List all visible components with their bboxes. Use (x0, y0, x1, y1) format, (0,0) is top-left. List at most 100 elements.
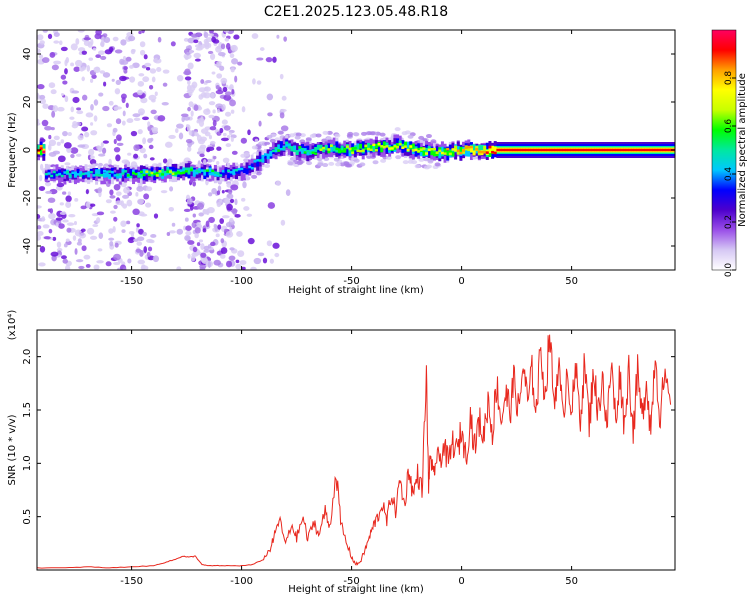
heatmap-ridge-cell (306, 149, 310, 153)
heatmap-ridge-cell (158, 170, 162, 173)
snr-frame (36, 329, 676, 571)
heatmap-noise-cell (335, 162, 342, 167)
heatmap-noise-cell (95, 217, 101, 224)
heatmap-noise-cell (37, 225, 42, 230)
heatmap-noise-cell (199, 144, 207, 149)
heatmap-ridge-cell (76, 173, 80, 176)
heatmap-ridge-cell (311, 151, 315, 154)
heatmap-noise-cell (145, 202, 152, 208)
heatmap-ridge-cell (258, 156, 262, 162)
heatmap-noise-cell (141, 30, 146, 34)
heatmap-noise-cell (70, 153, 75, 159)
heatmap-ridge-cell (161, 168, 165, 174)
heatmap-noise-cell (44, 125, 52, 131)
heatmap-noise-cell (140, 49, 146, 56)
heatmap-noise-cell (184, 234, 191, 242)
heatmap-ridge-cell (211, 169, 215, 173)
heatmap-noise-cell (43, 236, 51, 240)
heatmap-noise-cell (113, 106, 119, 111)
snr-scale-label: (x10⁴) (7, 310, 18, 341)
heatmap-ridge-cell (256, 161, 260, 167)
heatmap-ridge-cell (295, 143, 299, 152)
heatmap-noise-cell (45, 190, 53, 194)
heatmap-ridge-cell (475, 148, 479, 151)
heatmap-ridge-cell (462, 149, 466, 152)
heatmap-noise-cell (251, 145, 258, 150)
heatmap-noise-cell (216, 161, 220, 165)
heatmap-ridge-cell (192, 169, 196, 173)
heatmap-ridge-cell (422, 147, 426, 150)
heatmap-ridge-cell (665, 148, 669, 152)
heatmap-ridge-cell (351, 151, 355, 154)
heatmap-noise-cell (137, 259, 146, 265)
heatmap-ridge-cell (549, 148, 553, 152)
heatmap-ridge-cell (625, 148, 629, 152)
heatmap-noise-cell (59, 211, 67, 215)
heatmap-noise-cell (234, 75, 238, 83)
heatmap-noise-cell (183, 116, 191, 121)
heatmap-noise-cell (47, 197, 56, 203)
heatmap-ridge-cell (58, 169, 62, 175)
heatmap-ridge-cell (459, 151, 463, 155)
heatmap-ridge-cell (607, 148, 611, 152)
heatmap-noise-cell (89, 155, 95, 160)
heatmap-noise-cell (76, 110, 84, 115)
heatmap-noise-cell (66, 222, 75, 226)
heatmap-noise-cell (266, 93, 274, 101)
heatmap-ridge-cell (390, 147, 394, 150)
heatmap-noise-cell (175, 128, 179, 134)
heatmap-noise-cell (122, 110, 126, 117)
heatmap-noise-cell (197, 32, 202, 37)
heatmap-noise-cell (140, 265, 149, 270)
heatmap-ridge-cell (456, 149, 460, 155)
heatmap-noise-cell (112, 127, 118, 133)
heatmap-ridge-cell (105, 174, 109, 178)
heatmap-noise-cell (180, 113, 189, 118)
heatmap-ridge-cell (171, 172, 175, 176)
heatmap-noise-cell (205, 220, 210, 228)
heatmap-ridge-cell (95, 173, 99, 177)
heatmap-ridge-cell (298, 146, 302, 149)
heatmap-noise-cell (225, 222, 232, 228)
heatmap-ridge-cell (229, 171, 233, 174)
heatmap-ridge-cell (546, 148, 550, 152)
heatmap-noise-cell (95, 30, 102, 36)
heatmap-ridge-cell (200, 169, 204, 172)
heatmap-noise-cell (353, 158, 360, 163)
heatmap-noise-cell (61, 255, 67, 260)
heatmap-ridge-cell (132, 171, 136, 175)
heatmap-ridge-cell (440, 146, 444, 155)
heatmap-ridge-cell (335, 147, 339, 151)
heatmap-noise-cell (37, 48, 41, 54)
heatmap-ridge-cell (324, 145, 328, 151)
heatmap-noise-cell (229, 226, 233, 233)
heatmap-noise-cell (219, 65, 225, 71)
heatmap-ridge-cell (161, 173, 165, 176)
heatmap-ridge-cell (380, 145, 384, 148)
heatmap-noise-cell (148, 84, 154, 90)
heatmap-ridge-cell (620, 148, 624, 152)
heatmap-noise-cell (81, 66, 86, 71)
heatmap-noise-cell (113, 261, 121, 266)
heatmap-noise-cell (62, 219, 69, 223)
heatmap-noise-cell (119, 58, 125, 65)
heatmap-noise-cell (224, 228, 228, 232)
heatmap-noise-cell (220, 137, 229, 142)
heatmap-ridge-cell (438, 149, 442, 153)
heatmap-noise-cell (176, 266, 182, 270)
heatmap-noise-cell (178, 132, 184, 140)
heatmap-ridge-cell (374, 149, 378, 152)
heatmap-noise-cell (200, 243, 205, 250)
heatmap-noise-cell (184, 68, 191, 76)
heatmap-noise-cell (98, 50, 105, 55)
heatmap-ridge-cell (491, 145, 495, 151)
heatmap-noise-cell (193, 39, 199, 44)
heatmap-noise-cell (215, 103, 223, 109)
heatmap-ridge-cell (110, 171, 114, 177)
heatmap-noise-cell (103, 36, 111, 44)
heatmap-ridge-cell (454, 145, 458, 151)
heatmap-noise-cell (116, 142, 124, 147)
heatmap-ridge-cell (345, 145, 349, 148)
heatmap-noise-cell (187, 106, 191, 112)
heatmap-ridge-cell (235, 171, 238, 180)
